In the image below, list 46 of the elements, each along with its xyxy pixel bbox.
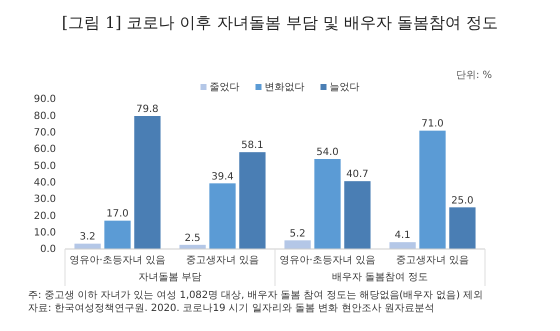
legend-label: 변화없다 — [264, 82, 304, 93]
bar — [314, 159, 341, 249]
y-tick-label: 20.0 — [34, 210, 56, 222]
bar — [284, 240, 311, 249]
y-tick-label: 90.0 — [34, 94, 56, 106]
chart-title: [그림 1] 코로나 이후 자녀돌봄 부담 및 배우자 돌봄참여 정도 — [62, 13, 498, 32]
y-tick-label: 10.0 — [34, 228, 56, 239]
bar — [134, 116, 161, 249]
legend-label: 줄었다 — [210, 82, 240, 93]
y-tick-label: 50.0 — [34, 160, 56, 172]
bar — [209, 183, 236, 249]
text: 자녀돌봄 부담 — [138, 272, 202, 283]
text: 79.8 — [136, 104, 159, 115]
text: 17.0 — [106, 208, 129, 220]
text: 3.2 — [80, 232, 96, 243]
y-tick-label: 80.0 — [34, 110, 56, 122]
text: 58.1 — [241, 140, 264, 152]
text: 5.2 — [290, 228, 306, 240]
text: 71.0 — [421, 118, 444, 130]
x-tick-label: 영유아·초등자녀 있음 — [279, 255, 376, 266]
bar — [104, 220, 131, 249]
x-tick-label: 중고생자녀 있음 — [396, 255, 470, 266]
legend-label: 늘었다 — [330, 82, 360, 93]
text: 단위: % — [456, 70, 492, 81]
bar — [74, 244, 101, 249]
text: 주: 중고생 이하 자녀가 있는 여성 1,082명 대상, 배우자 돌봄 참여 정도는 해당없음(배우자 없음) 제외 — [28, 290, 486, 301]
text: 2.5 — [184, 232, 201, 244]
y-tick-label: 60.0 — [34, 144, 56, 156]
text: 54.0 — [316, 147, 339, 158]
text: 배우자 돌봄참여 정도 — [332, 272, 428, 283]
text: 25.0 — [451, 195, 474, 206]
bar — [344, 181, 371, 249]
x-tick-label: 영유아·초등자녀 있음 — [69, 255, 166, 266]
y-tick-label: 70.0 — [34, 128, 56, 139]
bar — [239, 152, 266, 249]
bar — [449, 207, 476, 249]
text: 39.4 — [211, 171, 234, 182]
y-tick-label: 0.0 — [40, 244, 56, 256]
y-tick-label: 30.0 — [34, 194, 56, 206]
text: 자료: 한국여성정책연구원. 2020. 코로나19 시기 일자리와 돌봄 변화 현안조사 원자료분석 — [28, 303, 435, 314]
bar — [389, 242, 416, 249]
x-tick-label: 중고생자녀 있음 — [186, 255, 260, 266]
bar — [419, 130, 446, 249]
text: 4.1 — [394, 230, 411, 242]
y-tick-label: 40.0 — [34, 178, 56, 189]
text: 40.7 — [346, 169, 369, 180]
